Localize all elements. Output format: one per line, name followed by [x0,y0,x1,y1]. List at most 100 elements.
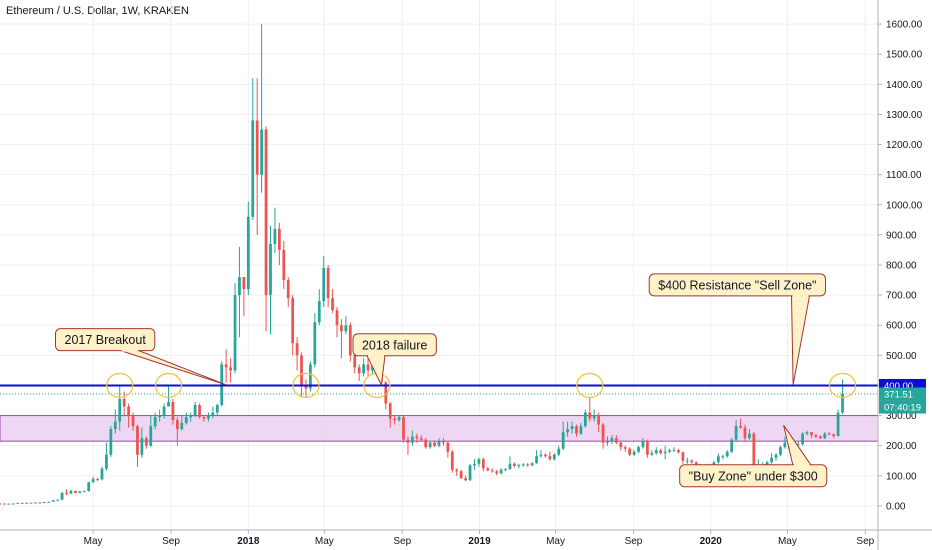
candle [552,453,556,461]
candle [690,459,694,464]
candle [286,277,290,308]
y-tick-label: 1400.00 [886,80,923,91]
candle [575,424,578,437]
candle-body [313,322,317,365]
candle [11,503,15,505]
candle-body [606,441,609,443]
candle-body [637,447,640,452]
candle [87,481,91,492]
y-tick-label: 1000.00 [886,200,923,211]
candle-body [211,412,215,416]
callouts: 2017 Breakout 2018 failure $400 Resistance… [55,273,828,488]
candle [428,441,432,449]
candle [309,361,312,392]
candle-body [530,463,534,466]
candle-body [486,468,490,471]
candle [818,435,822,440]
x-tick-label: Sep [162,536,180,547]
candle-body [105,454,108,469]
candle-body [544,454,547,457]
candle [0,503,2,505]
candle-body [796,444,800,446]
candle-body [69,490,73,494]
candle [34,502,37,504]
candle-body [770,457,773,463]
y-tick-label: 100.00 [886,471,917,482]
y-tick-label: 800.00 [886,261,917,272]
candle [672,447,676,452]
candle-body [566,429,569,433]
candle-body [561,432,565,449]
x-tick-label: May [315,536,334,547]
candle-body [481,459,485,469]
candle [805,430,809,436]
candle-body [743,427,747,439]
candle [739,418,742,430]
candle-body [309,364,312,389]
candle [530,462,534,467]
candle [7,503,11,505]
candle-body [526,464,530,466]
candle [632,450,636,457]
candle-body [446,442,450,452]
candle-body [238,277,241,296]
candle-body [153,417,157,427]
candle [716,453,720,464]
candle [47,501,51,503]
candle-body [716,456,720,463]
candle [184,412,188,425]
candle-body [34,502,37,504]
candle [260,24,264,193]
candle-body [162,406,166,416]
candle [836,409,840,437]
x-tick-label: 2020 [700,536,723,547]
candle-body [765,462,769,467]
candle-body [712,462,716,465]
candle [38,502,42,504]
candle [56,499,60,501]
candle-body [397,417,401,421]
candle-body [433,442,436,446]
candle [570,421,574,434]
candle-body [504,469,507,471]
candle-body [823,433,827,439]
candle-body [588,412,592,419]
candle-body [65,492,68,494]
candle [42,501,46,504]
candle [366,358,370,377]
candle-body [539,454,543,457]
candle [74,490,77,494]
candle-body [317,301,321,323]
y-tick-label: 1200.00 [886,140,923,151]
candle-body [3,503,6,505]
candle [641,438,645,449]
candle [446,441,450,458]
candle [477,457,481,467]
candle-body [552,454,556,460]
time-axis-bg [0,530,932,550]
candle-body [694,462,698,466]
callout: "Buy Zone" under $300 [679,424,828,488]
candle-body [428,442,432,448]
countdown-tag-text: 07:40:19 [884,403,921,414]
candle [140,427,144,458]
candle-body [384,382,388,404]
callout-pointer [790,295,811,385]
candle [322,255,326,308]
candle-body [685,460,689,462]
candle-body [521,464,525,466]
candle [60,492,64,500]
candle [388,402,392,428]
candle-body [167,402,170,407]
candle-body [56,499,60,501]
candle-body [841,393,844,413]
candle [725,450,729,458]
candle [348,322,352,362]
candle [313,313,317,368]
candle [730,438,734,454]
candle [264,126,268,332]
price-axis-bg [878,0,932,550]
candle [78,490,82,494]
